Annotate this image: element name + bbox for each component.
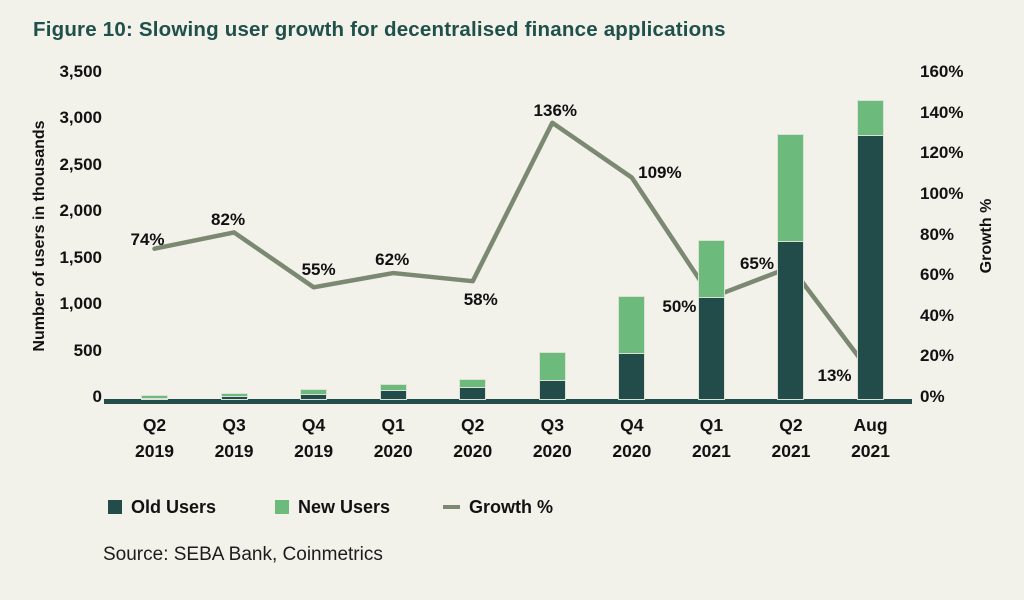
right-axis-tick: 100% — [920, 183, 964, 203]
right-axis-tick: 160% — [920, 62, 964, 81]
growth-point-label: 13% — [817, 365, 852, 385]
left-axis-tick: 0 — [92, 387, 102, 406]
left-axis-tick: 3,500 — [59, 62, 102, 81]
x-axis-category: Q1 2020 — [373, 415, 413, 461]
bar-new-users — [220, 392, 248, 398]
x-axis-category: Q3 2019 — [214, 415, 254, 461]
x-axis-category: Q2 2019 — [135, 415, 174, 461]
right-axis-tick: 140% — [920, 102, 964, 122]
bar-old-users — [141, 397, 168, 400]
growth-point-label: 109% — [638, 162, 682, 182]
legend-item-old-users: Old Users — [108, 496, 217, 517]
bar-new-users — [459, 379, 487, 388]
new-users-swatch-icon — [275, 500, 289, 514]
growth-line — [152, 120, 873, 375]
bar-new-users — [538, 351, 566, 382]
bar-old-users — [459, 385, 487, 400]
right-axis-tick: 20% — [920, 346, 955, 366]
legend-label-growth: Growth % — [469, 496, 553, 517]
growth-point-label: 55% — [301, 260, 336, 280]
bar-old-users — [379, 389, 407, 400]
legend-label-new-users: New Users — [298, 496, 391, 517]
bar-old-users — [538, 379, 566, 400]
legend-item-growth: Growth % — [443, 496, 553, 517]
bar-new-users — [697, 240, 725, 298]
right-axis-tick: 120% — [920, 143, 964, 163]
right-axis-tick: 0% — [920, 387, 945, 406]
left-axis-tick: 1,500 — [59, 247, 102, 267]
growth-point-label: 74% — [130, 229, 165, 249]
right-axis-title: Growth % — [978, 198, 995, 274]
x-axis-category: Q4 2019 — [294, 415, 334, 461]
growth-point-label: 82% — [211, 210, 246, 230]
legend-item-new-users: New Users — [275, 496, 391, 517]
right-axis-tick: 60% — [920, 265, 955, 285]
right-axis-tick: 80% — [920, 224, 955, 244]
x-axis-category: Aug 2021 — [851, 415, 890, 461]
right-axis-tick: 40% — [920, 305, 955, 325]
growth-point-label: 65% — [739, 253, 774, 273]
x-axis-category: Q2 2020 — [453, 415, 493, 461]
x-axis-category: Q1 2021 — [691, 415, 731, 461]
x-axis-baseline — [104, 399, 912, 404]
growth-point-label: 62% — [375, 250, 410, 270]
legend-label-old-users: Old Users — [131, 496, 217, 517]
left-axis-tick: 2,000 — [59, 201, 102, 221]
x-axis-category: Q2 2021 — [771, 415, 811, 461]
growth-point-label: 136% — [533, 100, 578, 120]
bar-old-users — [697, 295, 725, 400]
source-note: Source: SEBA Bank, Coinmetrics — [103, 544, 383, 565]
bar-old-users — [777, 240, 805, 400]
old-users-swatch-icon — [108, 500, 122, 514]
bar-old-users — [220, 395, 248, 400]
x-axis-category: Q4 2020 — [612, 415, 652, 461]
bar-new-users — [379, 383, 407, 392]
figure-title: Figure 10: Slowing user growth for decen… — [33, 18, 726, 41]
growth-point-label: 50% — [662, 297, 697, 317]
left-axis-tick: 2,500 — [59, 154, 102, 174]
legend: Old Users New Users Growth % — [0, 496, 1024, 518]
bar-new-users — [857, 99, 885, 137]
left-axis-tick: 3,000 — [59, 108, 102, 128]
bar-old-users — [857, 134, 885, 400]
growth-line-swatch-icon — [443, 505, 460, 509]
bar-new-users — [141, 395, 168, 399]
left-axis-tick: 500 — [73, 340, 102, 360]
x-axis-category: Q3 2020 — [532, 415, 572, 461]
bar-new-users — [777, 134, 805, 243]
bar-new-users — [300, 389, 328, 395]
bar-new-users — [618, 295, 646, 354]
bar-old-users — [618, 351, 646, 400]
growth-point-label: 58% — [463, 290, 498, 310]
bar-old-users — [300, 392, 328, 401]
left-axis-tick: 1,000 — [59, 294, 102, 314]
